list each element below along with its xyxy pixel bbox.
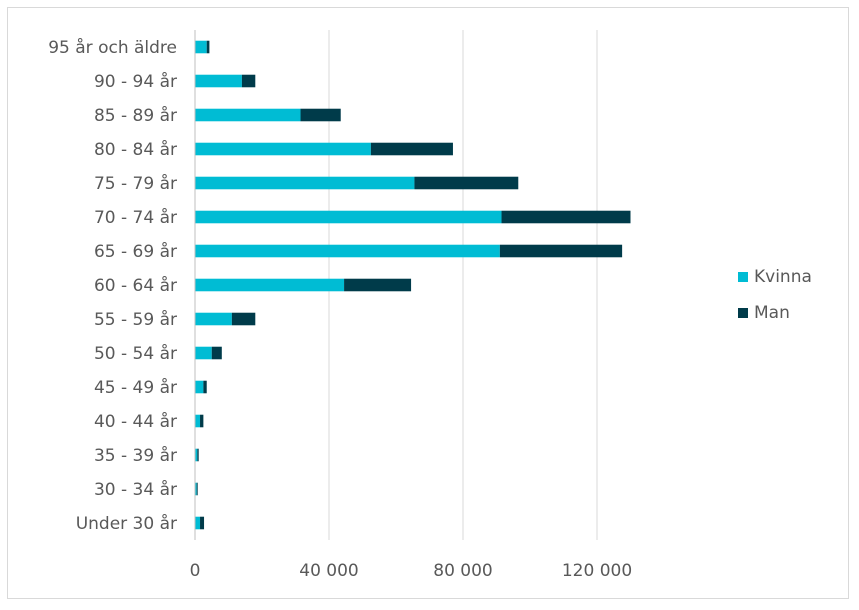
legend-swatch-man bbox=[738, 308, 748, 318]
bar-kvinna-12 bbox=[195, 448, 198, 462]
bar-kvinna-8 bbox=[195, 312, 232, 326]
category-label-11: 40 - 44 år bbox=[94, 411, 177, 432]
category-label-0: 95 år och äldre bbox=[48, 37, 177, 58]
bar-man-12 bbox=[197, 448, 199, 462]
category-label-12: 35 - 39 år bbox=[94, 445, 177, 466]
bar-kvinna-4 bbox=[195, 176, 415, 190]
bar-man-6 bbox=[499, 244, 623, 258]
bar-man-9 bbox=[211, 346, 222, 360]
bar-man-10 bbox=[203, 380, 207, 394]
category-label-5: 70 - 74 år bbox=[94, 207, 177, 228]
bar-man-11 bbox=[200, 414, 204, 428]
bar-kvinna-14 bbox=[195, 516, 201, 530]
bar-man-14 bbox=[200, 516, 205, 530]
bar-kvinna-2 bbox=[195, 108, 301, 122]
category-labels: 95 år och äldre 90 - 94 år 85 - 89 år 80 - … bbox=[48, 37, 177, 534]
bar-man-4 bbox=[414, 176, 519, 190]
x-tick-label-2: 80 000 bbox=[433, 561, 492, 581]
bar-kvinna-13 bbox=[195, 482, 197, 496]
bar-kvinna-1 bbox=[195, 74, 242, 88]
bar-man-2 bbox=[300, 108, 341, 122]
category-label-1: 90 - 94 år bbox=[94, 71, 177, 92]
bar-kvinna-7 bbox=[195, 278, 345, 292]
x-tick-labels: 0 40 000 80 000 120 000 bbox=[190, 561, 633, 581]
bar-man-3 bbox=[370, 142, 453, 156]
category-label-8: 55 - 59 år bbox=[94, 309, 177, 330]
legend-label-kvinna: Kvinna bbox=[754, 267, 812, 287]
bar-man-1 bbox=[241, 74, 256, 88]
bar-man-7 bbox=[344, 278, 412, 292]
category-label-10: 45 - 49 år bbox=[94, 377, 177, 398]
category-label-13: 30 - 34 år bbox=[94, 479, 177, 500]
category-label-4: 75 - 79 år bbox=[94, 173, 177, 194]
bar-man-0 bbox=[206, 40, 210, 54]
bar-man-5 bbox=[501, 210, 631, 224]
x-tick-label-1: 40 000 bbox=[299, 561, 358, 581]
legend: Kvinna Man bbox=[738, 267, 812, 323]
category-label-6: 65 - 69 år bbox=[94, 241, 177, 262]
category-label-14: Under 30 år bbox=[76, 513, 177, 534]
bar-kvinna-0 bbox=[195, 40, 207, 54]
chart-frame bbox=[7, 7, 849, 599]
bar-kvinna-6 bbox=[195, 244, 500, 258]
legend-label-man: Man bbox=[754, 303, 790, 323]
bars bbox=[195, 40, 631, 530]
bar-kvinna-11 bbox=[195, 414, 201, 428]
bar-kvinna-5 bbox=[195, 210, 502, 224]
bar-man-8 bbox=[231, 312, 256, 326]
category-label-3: 80 - 84 år bbox=[94, 139, 177, 160]
category-label-2: 85 - 89 år bbox=[94, 105, 177, 126]
x-tick-label-0: 0 bbox=[190, 561, 201, 581]
bar-kvinna-3 bbox=[195, 142, 371, 156]
x-tick-label-3: 120 000 bbox=[562, 561, 632, 581]
bar-man-13 bbox=[196, 482, 198, 496]
category-label-7: 60 - 64 år bbox=[94, 275, 177, 296]
bar-kvinna-10 bbox=[195, 380, 204, 394]
category-label-9: 50 - 54 år bbox=[94, 343, 177, 364]
legend-swatch-kvinna bbox=[738, 272, 748, 282]
bar-kvinna-9 bbox=[195, 346, 212, 360]
